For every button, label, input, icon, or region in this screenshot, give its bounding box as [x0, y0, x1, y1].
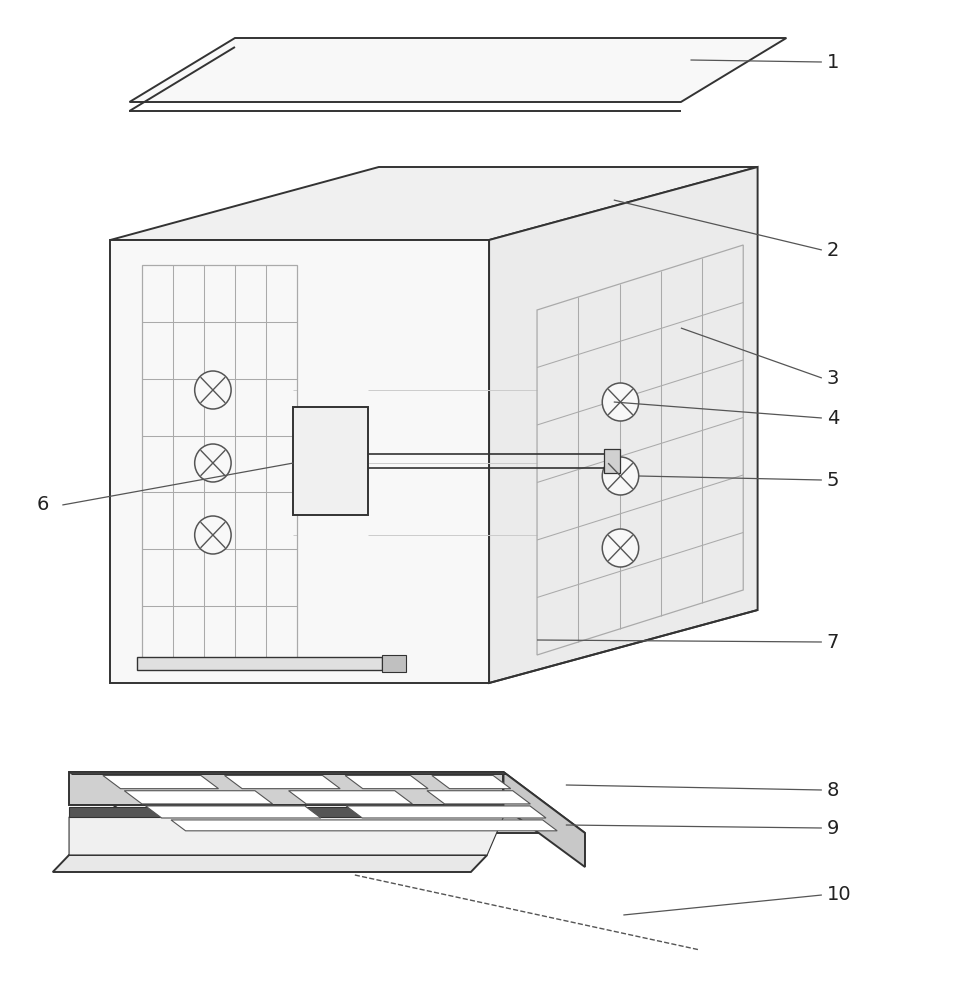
- Bar: [382, 655, 406, 672]
- Polygon shape: [69, 772, 585, 833]
- Circle shape: [602, 529, 639, 567]
- Text: 10: 10: [827, 886, 852, 904]
- Circle shape: [195, 444, 231, 482]
- Polygon shape: [489, 167, 758, 683]
- Polygon shape: [345, 775, 428, 789]
- Circle shape: [195, 371, 231, 409]
- Text: 8: 8: [827, 780, 839, 800]
- Text: 3: 3: [827, 368, 839, 387]
- Polygon shape: [69, 817, 503, 855]
- Polygon shape: [503, 772, 585, 867]
- Text: 9: 9: [827, 818, 839, 838]
- Polygon shape: [69, 772, 503, 805]
- Polygon shape: [171, 820, 557, 831]
- Polygon shape: [110, 167, 758, 240]
- Text: 7: 7: [827, 633, 839, 652]
- Text: 2: 2: [827, 240, 839, 259]
- Polygon shape: [103, 775, 219, 789]
- Polygon shape: [53, 855, 487, 872]
- Text: 5: 5: [827, 471, 839, 489]
- Bar: [137, 657, 382, 670]
- Text: 6: 6: [36, 495, 49, 514]
- Polygon shape: [289, 791, 412, 804]
- Circle shape: [195, 516, 231, 554]
- Polygon shape: [125, 791, 272, 804]
- Polygon shape: [129, 38, 786, 102]
- Polygon shape: [427, 791, 530, 804]
- Polygon shape: [224, 775, 340, 789]
- Bar: [604, 449, 620, 473]
- Polygon shape: [432, 775, 511, 789]
- Circle shape: [602, 383, 639, 421]
- Polygon shape: [146, 806, 321, 818]
- Polygon shape: [346, 806, 546, 818]
- Polygon shape: [69, 807, 503, 817]
- Text: 1: 1: [827, 52, 839, 72]
- Text: 4: 4: [827, 408, 839, 428]
- Bar: [293, 407, 368, 515]
- Polygon shape: [69, 772, 506, 774]
- Polygon shape: [110, 240, 489, 683]
- Circle shape: [602, 457, 639, 495]
